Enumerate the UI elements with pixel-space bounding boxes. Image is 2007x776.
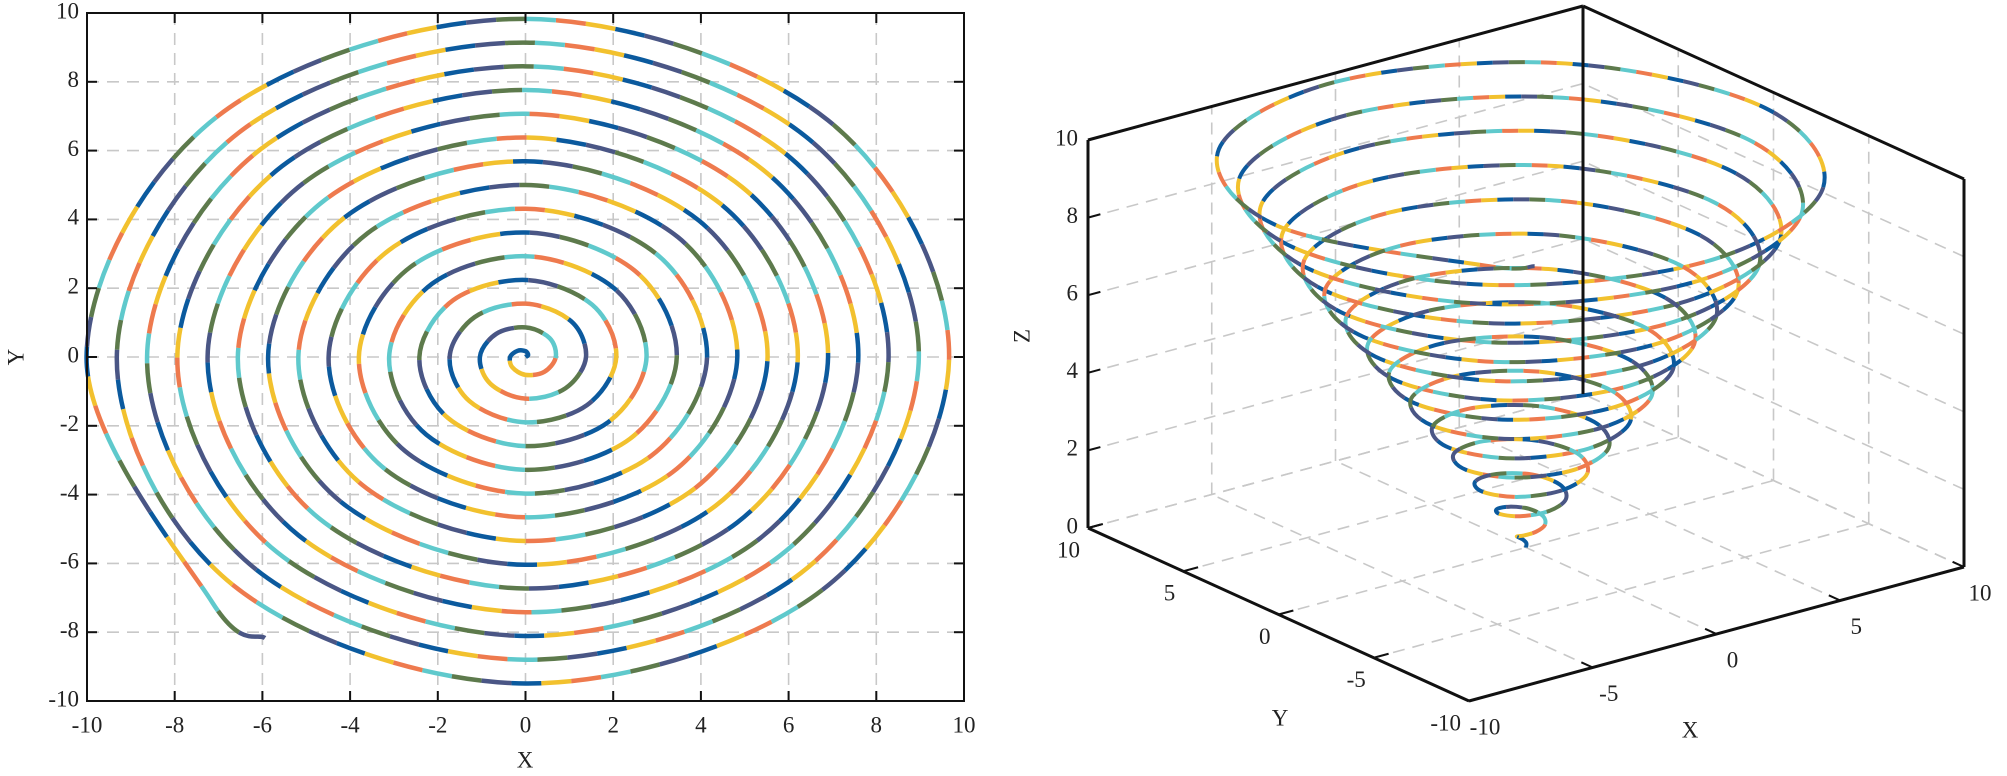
x-tick [1580,661,1594,669]
z-tick-label: 8 [1067,203,1079,228]
z-tick [1087,446,1101,452]
grid-line [1582,315,1965,491]
z-tick [1087,213,1101,219]
z-tick [1087,290,1101,297]
y-tick-label: 2 [68,273,80,298]
x-axis-label: X [517,747,534,772]
z-tick-label: 2 [1067,436,1079,461]
y-axis-label: Y [3,348,28,365]
x-tick-label: 5 [1851,614,1863,639]
spiral-line [84,16,952,686]
z-tick-label: 0 [1067,513,1079,538]
box-edge [1582,4,1965,181]
spiral-line [1214,60,1827,548]
x-tick-label: 2 [607,712,619,737]
y-tick-label: -6 [60,549,79,574]
z-tick-label: 4 [1067,358,1079,383]
x-tick-label: -10 [1470,714,1501,739]
x-tick [1952,560,1965,568]
y-tick-label: 5 [1164,581,1176,606]
grid-line [1582,238,1965,413]
x-tick-label: 10 [1969,580,1992,605]
x-tick-label: 0 [1727,647,1739,672]
x-tick-label: 10 [953,712,976,737]
y-tick-label: -2 [60,411,79,436]
x-tick-label: -5 [1599,681,1618,706]
spiral-line [1214,60,1827,548]
x-tick-label: 4 [695,712,707,737]
z-tick [1087,135,1101,141]
y-tick-label: -8 [60,617,79,642]
x-tick [1828,594,1841,602]
x-tick-label: -10 [72,712,103,737]
grid-line [1087,393,1584,529]
y-tick [1278,609,1294,616]
x-tick [1457,694,1470,702]
y-tick-label: -10 [1430,710,1461,735]
y-tick-label: 0 [1259,624,1271,649]
y-tick-label: 4 [68,205,80,230]
x-tick-label: 0 [520,712,532,737]
y-tick-label: 0 [68,342,80,367]
y-tick-label: -10 [48,686,79,711]
box-edge [1087,4,1584,142]
y-tick [1468,696,1485,702]
grid-line [1087,238,1584,374]
x-axis-label-3d: X [1682,717,1699,742]
y-axis-label-3d: Y [1272,705,1289,730]
z-tick [1087,368,1101,374]
x-tick-label: -6 [253,712,272,737]
grid-line [1278,479,1774,616]
x-tick-label: -4 [341,712,361,737]
y-tick-label: 10 [1057,537,1080,562]
y-tick-label: -4 [60,480,80,505]
x-tick-label: -2 [428,712,447,737]
y-tick-label: -5 [1347,667,1366,692]
y-tick [1373,652,1389,659]
grid-line [1087,315,1584,452]
x-tick-label: -8 [165,712,184,737]
z-tick-label: 6 [1067,280,1079,305]
y-tick [1182,566,1199,573]
z-tick-label: 10 [1055,125,1078,150]
grid-line [1582,393,1965,568]
grid-line [1087,160,1584,296]
x-tick [1704,627,1717,635]
spiral-line [1214,60,1827,548]
x-tick-label: 8 [871,712,883,737]
y-tick-label: 8 [68,67,80,92]
grid-line [1183,436,1679,573]
grid-line [1582,82,1965,258]
x-tick-label: 6 [783,712,795,737]
z-axis-label-3d: Z [1009,329,1034,343]
y-tick-label: 10 [56,0,79,23]
grid-line [1087,82,1584,219]
grid-line [1373,522,1869,659]
y-tick-label: 6 [68,136,80,161]
z-tick [1087,523,1101,529]
